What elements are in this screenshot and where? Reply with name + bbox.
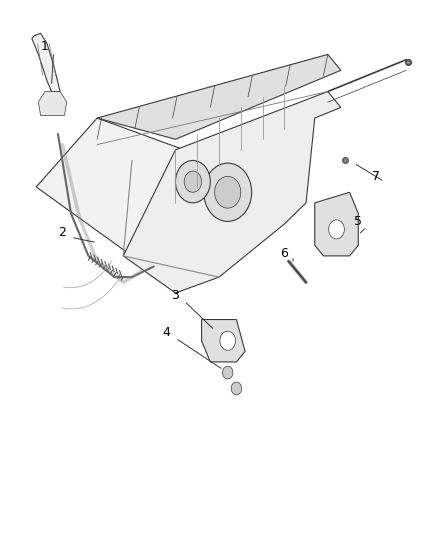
Text: 1: 1 [41,40,49,53]
Circle shape [220,331,236,350]
Polygon shape [32,33,60,92]
Circle shape [204,163,252,221]
Text: 6: 6 [280,247,288,260]
Circle shape [215,176,241,208]
Circle shape [231,382,242,395]
Text: 5: 5 [354,215,362,228]
Polygon shape [39,92,67,115]
Polygon shape [97,54,341,139]
Circle shape [328,220,344,239]
Polygon shape [36,118,184,256]
Text: 4: 4 [163,326,171,340]
Polygon shape [123,92,341,293]
Text: 2: 2 [58,225,66,239]
Polygon shape [201,319,245,362]
Text: 7: 7 [372,170,380,183]
Text: 3: 3 [172,289,180,302]
Circle shape [223,366,233,379]
Polygon shape [315,192,358,256]
Circle shape [176,160,210,203]
Circle shape [184,171,201,192]
